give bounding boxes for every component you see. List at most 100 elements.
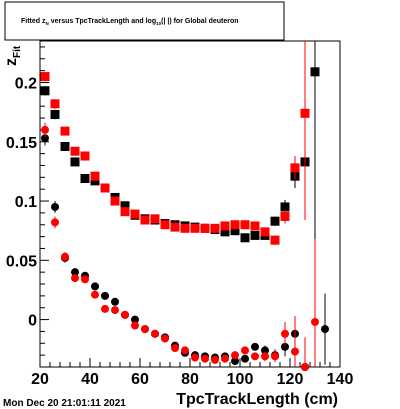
y-tick-label: 0.1 bbox=[15, 194, 37, 211]
data-point bbox=[80, 151, 90, 161]
data-point bbox=[41, 134, 49, 143]
data-point bbox=[101, 304, 109, 313]
x-tick-label: 120 bbox=[277, 371, 304, 388]
chart-title: Fitted zN versus TpcTrackLength and log1… bbox=[21, 18, 239, 26]
title-box bbox=[4, 1, 285, 41]
data-point bbox=[310, 67, 320, 77]
data-point bbox=[91, 290, 99, 299]
data-point bbox=[120, 207, 130, 217]
data-point bbox=[40, 86, 50, 96]
data-point bbox=[261, 346, 269, 355]
x-tick-label: 20 bbox=[31, 371, 49, 388]
data-point bbox=[90, 176, 100, 186]
data-point bbox=[301, 363, 309, 371]
data-point bbox=[60, 126, 70, 136]
data-point bbox=[220, 221, 230, 231]
x-tick-label: 100 bbox=[227, 371, 254, 388]
data-point bbox=[280, 211, 290, 221]
data-point bbox=[210, 223, 220, 233]
data-point bbox=[181, 346, 189, 355]
series-0 bbox=[40, 41, 320, 367]
data-point bbox=[271, 352, 279, 361]
data-point bbox=[70, 146, 80, 156]
data-point bbox=[251, 342, 259, 351]
series-3 bbox=[41, 122, 319, 371]
x-tick-label: 80 bbox=[181, 371, 199, 388]
data-point bbox=[230, 220, 240, 230]
data-point bbox=[161, 334, 169, 343]
data-point bbox=[281, 329, 289, 338]
data-point bbox=[140, 215, 150, 225]
data-point bbox=[71, 274, 79, 283]
data-point bbox=[190, 223, 200, 233]
data-point bbox=[101, 291, 109, 300]
data-point bbox=[60, 142, 70, 152]
data-point bbox=[130, 209, 140, 219]
data-point bbox=[260, 227, 270, 237]
data-point bbox=[200, 223, 210, 233]
data-point bbox=[120, 201, 130, 211]
series-1 bbox=[40, 41, 310, 245]
data-point bbox=[141, 325, 149, 334]
data-point bbox=[240, 220, 250, 230]
data-point bbox=[131, 321, 139, 330]
data-point bbox=[280, 202, 290, 212]
data-point bbox=[70, 157, 80, 167]
data-point bbox=[250, 221, 260, 231]
data-point bbox=[240, 233, 250, 243]
data-point bbox=[50, 99, 60, 109]
data-point bbox=[180, 223, 190, 233]
data-point bbox=[221, 354, 229, 363]
data-point bbox=[290, 163, 300, 173]
data-point bbox=[220, 227, 230, 237]
data-point bbox=[270, 235, 280, 245]
data-point bbox=[261, 352, 269, 361]
data-point bbox=[250, 230, 260, 240]
data-point bbox=[151, 329, 159, 338]
data-point bbox=[121, 310, 129, 319]
axes-group: 20 40 60 80 100 120 140 0 0.05 0.1 0.15 0.2 bbox=[6, 46, 354, 388]
data-point bbox=[201, 354, 209, 363]
y-axis-title: zFit bbox=[3, 45, 23, 66]
svg-text:zFit: zFit bbox=[3, 45, 23, 66]
data-point bbox=[281, 342, 289, 351]
footer-timestamp: Mon Dec 20 21:01:11 2021 bbox=[3, 398, 126, 409]
data-point bbox=[230, 226, 240, 236]
y-tick-label: 0.05 bbox=[6, 253, 37, 270]
data-point bbox=[90, 171, 100, 181]
data-point bbox=[40, 72, 50, 82]
data-point bbox=[150, 214, 160, 224]
data-point bbox=[100, 183, 110, 193]
data-point bbox=[80, 174, 90, 184]
data-point bbox=[170, 222, 180, 232]
x-axis-title: TpcTrackLength (cm) bbox=[176, 391, 338, 408]
data-point bbox=[241, 346, 249, 355]
data-point bbox=[81, 275, 89, 284]
data-point bbox=[231, 351, 239, 360]
x-tick-label: 60 bbox=[131, 371, 149, 388]
data-point bbox=[251, 352, 259, 361]
data-point bbox=[51, 218, 59, 227]
x-tick-label: 140 bbox=[327, 371, 354, 388]
x-tick-label: 40 bbox=[81, 371, 99, 388]
data-point bbox=[111, 297, 119, 306]
y-tick-label: 0 bbox=[28, 313, 37, 330]
data-point bbox=[110, 196, 120, 206]
data-point bbox=[241, 354, 249, 363]
data-point bbox=[191, 353, 199, 362]
data-point bbox=[300, 108, 310, 118]
data-point bbox=[51, 202, 59, 211]
data-point bbox=[131, 315, 139, 324]
data-point bbox=[211, 355, 219, 364]
data-point bbox=[41, 125, 49, 134]
data-point bbox=[111, 306, 119, 315]
marks-group bbox=[40, 41, 329, 371]
data-point bbox=[321, 325, 329, 334]
y-tick-label: 0.2 bbox=[15, 75, 37, 92]
data-point bbox=[50, 109, 60, 119]
data-point bbox=[71, 268, 79, 277]
data-point bbox=[231, 357, 239, 366]
data-point bbox=[171, 344, 179, 353]
